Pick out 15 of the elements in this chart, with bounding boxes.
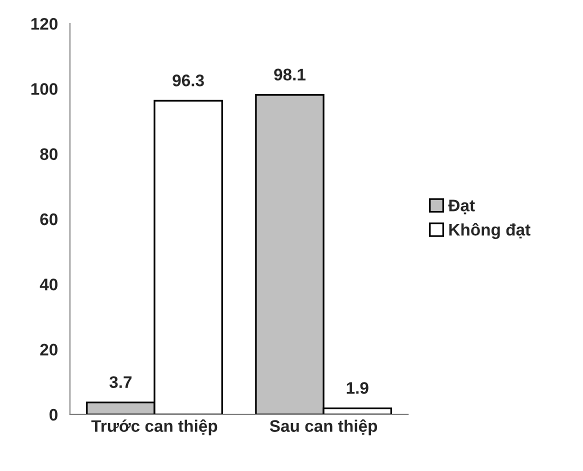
data-label: 96.3 [172, 74, 204, 86]
legend-label: Không đạt [449, 223, 530, 239]
y-tick-label: 100 [31, 83, 58, 95]
data-label: 1.9 [346, 382, 368, 394]
y-tick-label: 80 [40, 148, 58, 160]
x-tick-label: Trước can thiệp [91, 419, 218, 436]
y-tick-label: 60 [40, 213, 58, 226]
data-label: 3.7 [109, 376, 132, 388]
y-tick-label: 120 [31, 18, 58, 30]
data-label: 98.1 [274, 68, 306, 80]
legend-label: Đạt [448, 200, 475, 214]
y-tick-label: 0 [50, 408, 58, 421]
y-tick-label: 40 [40, 278, 58, 290]
y-tick-label: 20 [40, 344, 58, 356]
x-tick-label: Sau can thiệp [270, 419, 378, 436]
